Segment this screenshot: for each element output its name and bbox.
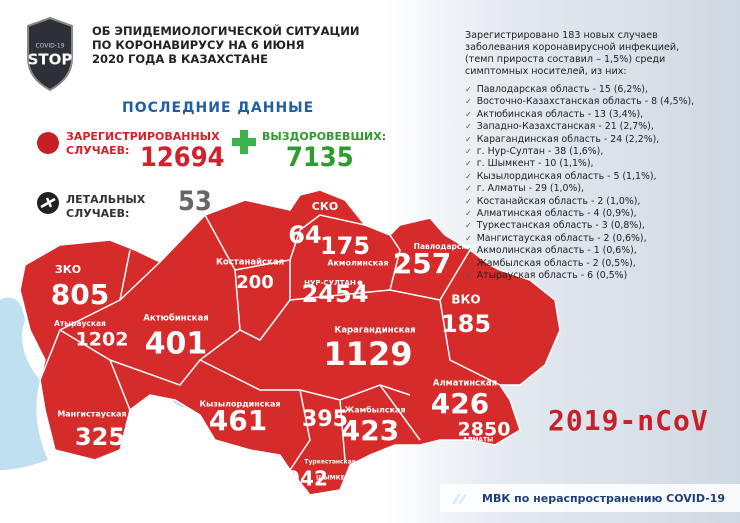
- footer-text: МВК по нераспространению COVID-19: [482, 491, 726, 505]
- intro-line: Зарегистрировано 183 новых случаев: [465, 30, 658, 41]
- region-name: Кызылординская: [199, 400, 280, 409]
- region-name: Павлодарская: [414, 242, 477, 251]
- region-value: 325: [75, 423, 125, 451]
- summary-item: Павлодарская область - 15 (6,2%),: [465, 84, 727, 96]
- logo-shield: [27, 16, 73, 92]
- registered-label: ЗАРЕГИСТРИРОВАННЫХ СЛУЧАЕВ:: [66, 130, 220, 158]
- label-line: СЛУЧАЕВ:: [66, 207, 130, 220]
- region-name: Актюбинская: [143, 313, 208, 324]
- region-value: 1202: [76, 329, 129, 351]
- logo-top: COVID-19: [35, 43, 64, 50]
- intro-line: (темп прироста составил – 1,5%) среди: [465, 54, 666, 65]
- label-line: СЛУЧАЕВ:: [66, 144, 130, 157]
- region-name: НУР-СУЛТАН: [304, 279, 356, 287]
- region-borders: [39, 214, 501, 471]
- title-line: ПО КОРОНАВИРУСУ НА 6 ИЮНЯ: [92, 38, 305, 52]
- region-value: 461: [209, 404, 267, 437]
- region-name: ЗКО: [55, 263, 81, 276]
- region-value: 175: [320, 232, 370, 260]
- summary: Зарегистрировано 183 новых случаев заболе…: [465, 30, 727, 283]
- plus-icon: [232, 130, 256, 154]
- recovered-label: ВЫЗДОРОВЕВШИХ:: [262, 130, 387, 143]
- virus-icon: [37, 132, 59, 154]
- region-value: 200: [236, 272, 274, 293]
- region-value: 395: [302, 407, 348, 432]
- region-name: Жамбылская: [344, 405, 405, 415]
- region-name: АЛМАТЫ: [463, 437, 494, 444]
- region-value: 185: [441, 310, 491, 338]
- plane-glyph: [40, 197, 56, 209]
- capital-dot: [357, 280, 363, 286]
- summary-item: Атырауская область - 6 (0,5%): [465, 270, 727, 282]
- region-name: ВКО: [451, 293, 480, 307]
- summary-item: Туркестанская область - 3 (0,8%),: [465, 220, 727, 232]
- region-value: 257: [393, 247, 451, 280]
- sea: [0, 297, 48, 470]
- region-name: Атырауская: [54, 319, 106, 328]
- title-line: ОБ ЭПИДЕМИОЛОГИЧЕСКОЙ СИТУАЦИИ: [92, 24, 360, 38]
- summary-item: Восточно-Казахстанская область - 8 (4,5%…: [465, 96, 727, 108]
- summary-item: Кызылординская область - 5 (1,1%),: [465, 171, 727, 183]
- summary-item: Карагандинская область - 24 (2,2%),: [465, 134, 727, 146]
- summary-item: Алматинская область - 4 (0,9%),: [465, 208, 727, 220]
- heading: ПОСЛЕДНИЕ ДАННЫЕ: [122, 100, 315, 116]
- region-value: 423: [341, 414, 399, 447]
- intro-line: заболевания коронавирусной инфекцией,: [465, 42, 680, 53]
- intro-line: симптомных носителей, из них:: [465, 66, 627, 77]
- badge: 2019-nCoV: [548, 404, 709, 437]
- summary-item: г. Алматы - 29 (1,0%),: [465, 183, 727, 195]
- recovered-value: 7135: [286, 142, 354, 173]
- label-line: ЗАРЕГИСТРИРОВАННЫХ: [66, 130, 220, 143]
- region-name: Костанайская: [216, 258, 284, 268]
- region-name: Карагандинская: [334, 326, 415, 336]
- region-value: 426: [431, 387, 489, 420]
- region-name: Алматинская: [433, 379, 497, 389]
- region-value: 2454: [302, 280, 369, 308]
- summary-item: Мангистауская область - 2 (0,6%),: [465, 233, 727, 245]
- summary-item: Костанайская область - 2 (1,0%),: [465, 196, 727, 208]
- label-line: ЛЕТАЛЬНЫХ: [66, 193, 146, 206]
- summary-item: г. Нур-Султан - 38 (1,6%),: [465, 146, 727, 158]
- footer: МВК по нераспространению COVID-19: [440, 484, 740, 512]
- summary-item: Жамбылская область - 2 (0,5%),: [465, 258, 727, 270]
- title-line: 2020 ГОДА В КАЗАХСТАНЕ: [92, 52, 268, 66]
- region-name: Акмолинская: [327, 259, 388, 268]
- region-value: 805: [51, 278, 109, 311]
- title: ОБ ЭПИДЕМИОЛОГИЧЕСКОЙ СИТУАЦИИ ПО КОРОНА…: [92, 24, 359, 66]
- region-name: ШЫМКЕНТ: [316, 475, 355, 482]
- region-name: Туркестанская: [304, 459, 355, 466]
- region-value: 2850: [458, 419, 511, 441]
- summary-item: Западно-Казахстанская - 21 (2,7%),: [465, 121, 727, 133]
- region-value: 401: [145, 327, 208, 362]
- region-value: 64: [288, 221, 321, 249]
- deaths-value: 53: [178, 186, 212, 217]
- summary-item: г. Шымкент - 10 (1,1%),: [465, 158, 727, 170]
- region-name: СКО: [312, 200, 338, 213]
- summary-item: Акмолинская область - 1 (0,6%),: [465, 245, 727, 257]
- region-value: 942: [286, 467, 328, 491]
- logo-text: STOP: [28, 51, 73, 69]
- registered-value: 12694: [140, 142, 225, 173]
- region-value: 1129: [323, 335, 412, 373]
- summary-item: Актюбинская область - 13 (3,4%),: [465, 109, 727, 121]
- summary-intro: Зарегистрировано 183 новых случаев заболе…: [465, 30, 727, 78]
- deaths-label: ЛЕТАЛЬНЫХ СЛУЧАЕВ:: [66, 193, 145, 221]
- region-name: Мангистауская: [57, 410, 126, 419]
- summary-items: Павлодарская область - 15 (6,2%),Восточн…: [465, 84, 727, 283]
